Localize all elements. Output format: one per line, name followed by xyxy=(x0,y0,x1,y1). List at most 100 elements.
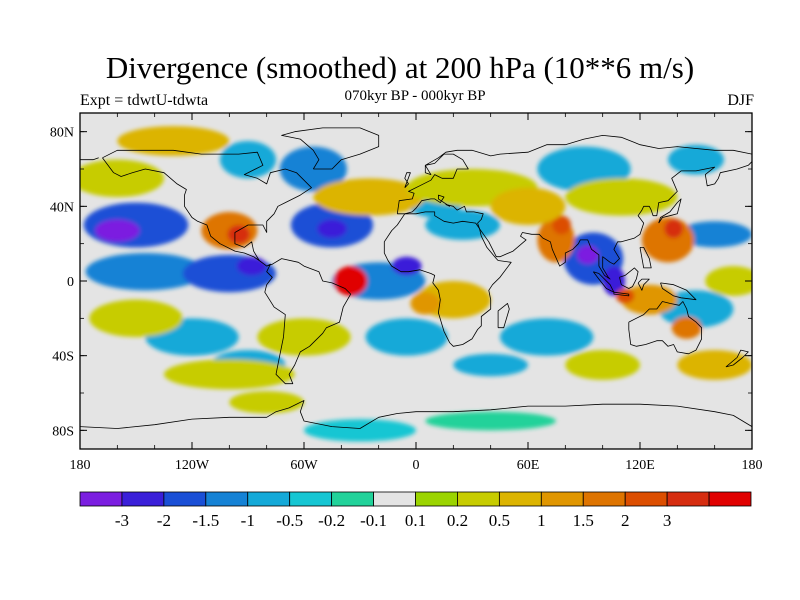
colorbar-swatch xyxy=(415,491,458,507)
divergence-contour xyxy=(365,318,448,356)
colorbar-label: 2 xyxy=(621,511,630,530)
divergence-contour xyxy=(453,353,528,377)
lon-tick-label: 120W xyxy=(175,458,210,473)
coastline xyxy=(281,127,380,170)
colorbar-label: -0.1 xyxy=(360,511,387,530)
coastline xyxy=(725,349,749,368)
colorbar-label: -1.5 xyxy=(192,511,219,530)
colorbar-label: 0.5 xyxy=(489,511,510,530)
colorbar-swatch xyxy=(540,491,584,507)
colorbar-swatch xyxy=(163,491,207,507)
colorbar-swatch xyxy=(498,491,542,507)
divergence-contour xyxy=(677,350,752,380)
divergence-contour xyxy=(89,299,183,338)
divergence-contour xyxy=(304,419,416,442)
divergence-contour xyxy=(313,178,426,216)
colorbar-swatch xyxy=(708,491,752,507)
coastline xyxy=(80,400,752,429)
divergence-contour xyxy=(552,215,571,235)
lat-tick-label: 80N xyxy=(50,126,74,141)
divergence-contour xyxy=(671,316,702,339)
divergence-contour xyxy=(615,288,635,304)
season-label: DJF xyxy=(727,92,754,109)
divergence-contour xyxy=(664,219,683,239)
divergence-contour xyxy=(658,290,734,328)
colorbar-label: -3 xyxy=(115,511,129,530)
colorbar-swatch xyxy=(289,491,333,507)
coastline xyxy=(613,291,630,297)
longitude-axis: 180 120W 60W 0 60E 120E 180 xyxy=(70,113,763,473)
coastline xyxy=(397,161,752,280)
coastline xyxy=(628,301,702,355)
colorbar-swatch xyxy=(457,491,500,507)
colorbar-label: 1 xyxy=(537,511,546,530)
colorbar-label: -2 xyxy=(157,511,171,530)
divergence-contour xyxy=(425,210,500,240)
colorbar-swatch xyxy=(205,491,249,507)
divergence-contour xyxy=(576,245,599,265)
colorbar-swatch xyxy=(582,491,626,507)
colorbar-swatch xyxy=(247,491,291,507)
divergence-contour xyxy=(668,144,724,175)
colorbar-swatch xyxy=(79,491,123,507)
colorbar: -3 -2 -1.5 -1 -0.5 -0.2 -0.1 0.1 0.2 0.5 1 1.5 2 3 xyxy=(79,491,752,530)
colorbar-swatch xyxy=(666,491,710,507)
divergence-contour xyxy=(317,219,347,239)
subtitle: 070kyr BP - 000kyr BP xyxy=(344,88,486,104)
colorbar-swatch xyxy=(331,491,374,507)
divergence-contour xyxy=(333,266,368,296)
lon-tick-label: 60E xyxy=(517,458,540,473)
divergence-contour xyxy=(425,411,556,431)
colorbar-label: 3 xyxy=(663,511,672,530)
divergence-contour xyxy=(236,256,267,276)
divergence-contour xyxy=(565,178,678,216)
coastline xyxy=(497,303,510,329)
lat-tick-label: 80S xyxy=(52,424,74,439)
colorbar-label: 0.1 xyxy=(405,511,426,530)
divergence-contour xyxy=(227,225,250,244)
coastline xyxy=(102,149,352,385)
colorbar-label: 1.5 xyxy=(573,511,594,530)
coastline xyxy=(639,247,652,269)
divergence-contour xyxy=(85,252,206,291)
coastline xyxy=(658,198,682,224)
colorbar-label: -0.5 xyxy=(276,511,303,530)
experiment-label: Expt = tdwtU-tdwta xyxy=(80,92,209,109)
coastline xyxy=(637,278,650,291)
lat-tick-label: 40S xyxy=(52,350,74,365)
coastline xyxy=(396,135,752,214)
colorbar-label: -1 xyxy=(241,511,255,530)
divergence-contour xyxy=(229,391,304,414)
coastline xyxy=(660,282,697,301)
coastlines xyxy=(80,127,752,429)
latitude-axis: 80N 40N 0 40S 80S xyxy=(50,126,752,439)
coastline xyxy=(404,172,411,188)
lon-tick-label: 180 xyxy=(742,458,763,473)
divergence-contour xyxy=(164,359,295,390)
divergence-contour xyxy=(410,292,441,315)
colorbar-swatch xyxy=(121,491,165,507)
divergence-contour xyxy=(117,126,230,156)
colorbar-swatch xyxy=(373,491,416,507)
lat-tick-label: 40N xyxy=(50,200,74,215)
divergence-contour xyxy=(621,284,678,315)
coastline xyxy=(619,267,639,289)
lon-tick-label: 0 xyxy=(413,458,420,473)
divergence-contour xyxy=(602,266,626,296)
divergence-contour xyxy=(94,219,140,242)
lat-tick-label: 0 xyxy=(67,275,74,290)
colorbar-label: 0.2 xyxy=(447,511,468,530)
divergence-contour xyxy=(490,187,566,225)
divergence-contour xyxy=(220,141,276,179)
lon-tick-label: 180 xyxy=(70,458,91,473)
coastline xyxy=(80,157,99,161)
divergence-contour xyxy=(80,159,164,197)
lon-tick-label: 60W xyxy=(290,458,318,473)
divergence-contour xyxy=(391,256,422,276)
page-title: Divergence (smoothed) at 200 hPa (10**6 … xyxy=(105,50,695,85)
coastline xyxy=(383,211,512,347)
map-plot-area xyxy=(79,112,753,450)
divergence-contour xyxy=(565,350,641,380)
lon-tick-label: 120E xyxy=(625,458,655,473)
